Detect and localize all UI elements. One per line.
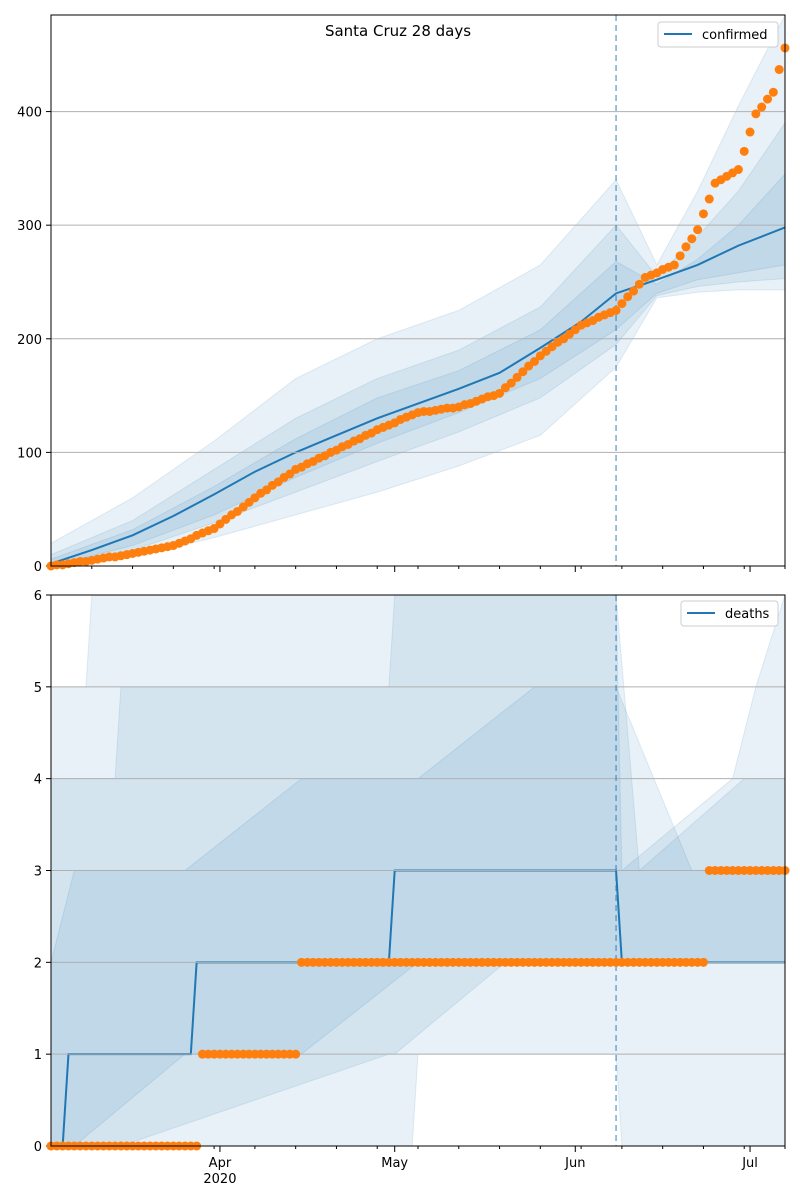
x-tick-label: Jun	[564, 1156, 585, 1171]
y-tick-label: 3	[34, 865, 42, 880]
observed-point	[512, 372, 522, 382]
y-tick-label: 200	[17, 333, 42, 348]
observed-point	[739, 146, 749, 156]
uncertainty-band-1	[51, 122, 785, 566]
observed-point	[291, 1049, 301, 1059]
observed-point	[681, 242, 691, 252]
observed-point	[745, 127, 755, 137]
observed-point	[629, 286, 639, 296]
y-tick-label: 2	[34, 956, 42, 971]
x-tick-label: Apr	[209, 1156, 232, 1171]
observed-point	[687, 234, 697, 244]
confirmed-chart-title: Santa Cruz 28 days	[325, 22, 471, 40]
observed-point	[751, 109, 761, 119]
observed-point	[634, 279, 644, 289]
confirmed-plot-frame	[50, 14, 786, 567]
observed-point	[675, 251, 685, 261]
observed-point	[704, 194, 714, 204]
y-tick-label: 1	[34, 1048, 42, 1063]
observed-point	[495, 388, 505, 398]
x-tick-label: May	[381, 1156, 408, 1171]
y-tick-label: 0	[34, 1140, 42, 1155]
y-tick-label: 400	[17, 106, 42, 121]
confirmed-legend-box	[657, 21, 779, 48]
observed-point	[698, 957, 708, 967]
observed-point	[518, 367, 528, 377]
observed-point	[530, 357, 540, 367]
observed-point	[768, 87, 778, 97]
deaths-plot-frame	[50, 594, 786, 1147]
y-tick-label: 4	[34, 773, 42, 788]
x-tick-sublabel: 2020	[203, 1172, 236, 1187]
deaths-legend-box	[680, 600, 779, 627]
y-tick-label: 0	[34, 560, 42, 575]
y-tick-label: 6	[34, 589, 42, 604]
observed-point	[763, 94, 773, 104]
deaths-legend: deaths	[680, 600, 779, 627]
confirmed-legend: confirmed	[657, 21, 779, 48]
observed-point	[623, 292, 633, 302]
observed-point	[693, 225, 703, 235]
confirmed-panel: 0 100 200 300 400 Santa Cruz 28 days confirm…	[17, 14, 790, 575]
deaths-legend-label: deaths	[725, 607, 770, 622]
y-tick-label: 100	[17, 446, 42, 461]
observed-point	[757, 102, 767, 112]
observed-point	[774, 65, 784, 75]
x-tick-label: Jul	[741, 1156, 758, 1171]
observed-point	[669, 260, 679, 270]
observed-point	[611, 305, 621, 315]
confirmed-legend-label: confirmed	[702, 28, 768, 43]
plot-layer: 0 100 200 300 400	[17, 15, 790, 575]
series-line-confirmed	[51, 226, 785, 565]
observed-point	[617, 299, 627, 309]
observed-point	[506, 378, 516, 388]
observed-point	[698, 209, 708, 219]
uncertainty-band-2	[51, 173, 785, 566]
y-tick-label: 5	[34, 681, 42, 696]
observed-point	[733, 165, 743, 175]
plot-area	[51, 15, 785, 566]
y-tick-label: 300	[17, 219, 42, 234]
